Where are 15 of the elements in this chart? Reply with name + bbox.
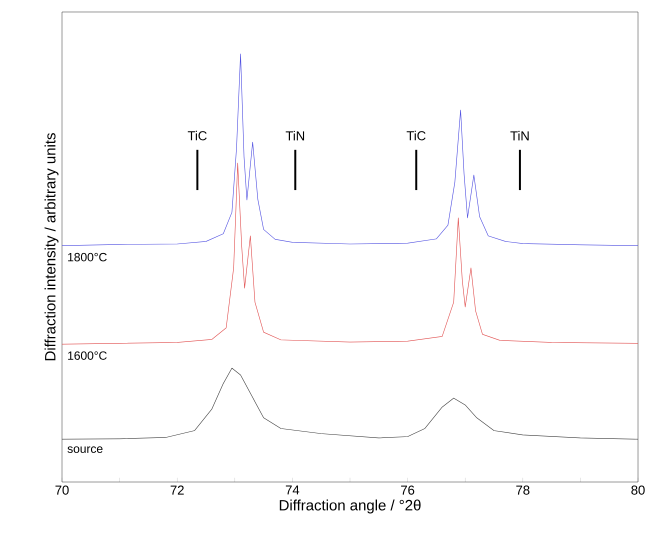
x-tick-label: 78 xyxy=(516,486,530,495)
x-tick-label: 72 xyxy=(170,486,184,495)
series-label: 1600°C xyxy=(68,351,107,360)
x-axis-title: Diffraction angle / °2θ xyxy=(280,500,421,514)
y-axis-title: Diffraction intensity / arbitrary units xyxy=(44,133,58,360)
x-tick-label: 74 xyxy=(286,486,300,494)
series-label: source xyxy=(68,446,103,453)
x-tick-label: 70 xyxy=(55,486,69,495)
x-tick-label: 76 xyxy=(401,486,414,495)
ref-line-label: TiC xyxy=(406,130,426,140)
ref-line-label: TiC xyxy=(188,130,207,140)
series-label: 1800°C xyxy=(68,252,107,262)
ref-line-label: TiN xyxy=(510,130,529,140)
x-tick-label: 80 xyxy=(631,486,645,495)
ref-line-label: TiN xyxy=(286,130,304,140)
